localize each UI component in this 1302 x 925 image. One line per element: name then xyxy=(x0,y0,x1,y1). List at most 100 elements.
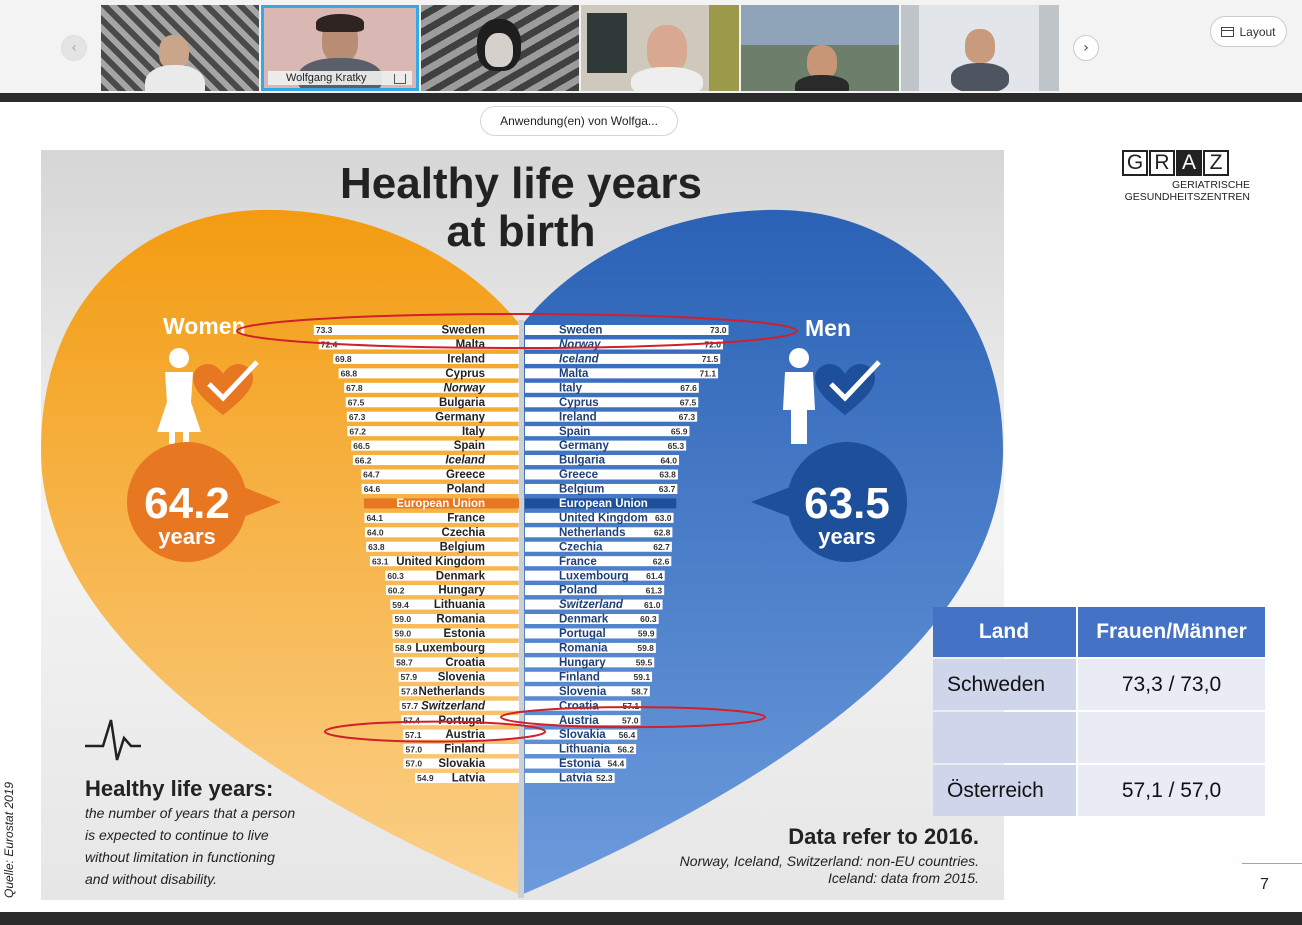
participant-video-6[interactable] xyxy=(901,5,1059,91)
women-value-label: 59.4 xyxy=(392,600,409,610)
infographic-canvas: Healthy life years at birth Women Men 64… xyxy=(41,150,1004,900)
women-category-label: Norway xyxy=(443,382,485,394)
shared-application-chip[interactable]: Anwendung(en) von Wolfga... xyxy=(480,106,678,136)
women-bar xyxy=(365,527,519,538)
men-bar xyxy=(525,671,653,682)
women-category-label: European Union xyxy=(396,498,485,510)
men-bar xyxy=(525,469,678,480)
men-value-label: 67.6 xyxy=(680,383,697,393)
women-bar xyxy=(338,368,519,379)
women-bar xyxy=(394,657,519,668)
men-category-label: Slovenia xyxy=(559,686,607,698)
women-bar xyxy=(361,469,519,480)
women-category-label: Switzerland xyxy=(421,700,486,712)
note-line: Norway, Iceland, Switzerland: non-EU cou… xyxy=(680,853,979,869)
men-category-label: Slovakia xyxy=(559,729,606,741)
men-category-label: European Union xyxy=(559,498,648,510)
women-bar xyxy=(403,744,519,755)
men-category-label: Norway xyxy=(559,339,601,351)
women-bar xyxy=(392,628,519,639)
women-category-label: Portugal xyxy=(438,715,485,727)
men-value-label: 67.5 xyxy=(680,397,697,407)
participant-video-5[interactable] xyxy=(741,5,899,91)
men-bar xyxy=(525,382,699,393)
men-value-label: 71.5 xyxy=(702,354,719,364)
next-participants-button[interactable]: › xyxy=(1073,35,1099,61)
table-cell xyxy=(1078,712,1265,763)
layout-button[interactable]: Layout xyxy=(1210,16,1287,47)
men-value-label: 61.4 xyxy=(646,571,663,581)
men-value-label: 56.2 xyxy=(618,744,635,754)
men-bar xyxy=(525,440,687,451)
men-bar xyxy=(525,368,719,379)
women-bar xyxy=(364,512,519,523)
participant-video-3[interactable] xyxy=(421,5,579,91)
women-category-label: Estonia xyxy=(443,628,485,640)
men-bar xyxy=(525,772,615,783)
women-years-label: years xyxy=(158,524,216,549)
men-label: Men xyxy=(805,315,851,341)
men-category-label: Bulgaria xyxy=(559,455,606,467)
women-value-label: 57.0 xyxy=(406,744,423,754)
definition-line: and without disability. xyxy=(85,871,217,887)
men-bar xyxy=(525,512,674,523)
page-number: 7 xyxy=(1260,876,1269,893)
comparison-table: Land Frauen/Männer Schweden 73,3 / 73,0 … xyxy=(931,605,1267,818)
men-category-label: Estonia xyxy=(559,758,601,770)
men-value-label: 61.3 xyxy=(646,585,663,595)
men-bar xyxy=(525,325,729,335)
men-bar xyxy=(525,353,721,364)
women-category-label: Latvia xyxy=(452,773,486,785)
women-bar xyxy=(385,570,519,581)
chevron-right-icon: › xyxy=(1083,40,1089,56)
infographic: Healthy life years at birth Women Men 64… xyxy=(41,150,1004,900)
women-value-label: 63.8 xyxy=(368,542,385,552)
definition-line: the number of years that a person xyxy=(85,805,295,821)
participant-video-4[interactable] xyxy=(581,5,739,91)
table-cell: Österreich xyxy=(933,765,1076,816)
men-bar xyxy=(525,541,672,552)
women-average-value: 64.2 xyxy=(144,479,230,528)
men-category-label: Cyprus xyxy=(559,397,599,409)
men-heart-check-icon xyxy=(815,360,881,415)
table-row xyxy=(933,712,1265,763)
austria-men-highlight-ellipse xyxy=(500,706,766,729)
men-category-label: Romania xyxy=(559,643,608,655)
men-bar xyxy=(525,426,690,437)
men-value-label: 65.3 xyxy=(668,441,685,451)
women-value-label: 64.6 xyxy=(364,484,381,494)
men-category-label: Belgium xyxy=(559,484,604,496)
table-row: Österreich 57,1 / 57,0 xyxy=(933,765,1265,816)
participant-video-2[interactable]: Wolfgang Kratky xyxy=(261,5,419,91)
women-value-label: 57.1 xyxy=(405,730,422,740)
women-bar xyxy=(344,382,519,393)
women-bar xyxy=(318,339,519,350)
men-value-label: 59.9 xyxy=(638,629,655,639)
women-category-label: Spain xyxy=(454,440,485,452)
women-category-label: Romania xyxy=(436,614,485,626)
men-bar xyxy=(525,744,637,755)
women-bar xyxy=(403,758,519,769)
men-value-label: 63.7 xyxy=(659,484,676,494)
men-category-label: Finland xyxy=(559,671,600,683)
women-category-label: France xyxy=(447,512,485,524)
women-bar xyxy=(313,325,519,335)
women-value-label: 64.7 xyxy=(363,470,380,480)
women-average-badge xyxy=(127,442,281,562)
women-label: Women xyxy=(163,313,246,339)
women-bar xyxy=(385,585,519,596)
women-value-label: 57.7 xyxy=(402,701,419,711)
men-bar xyxy=(525,729,638,740)
note-line: Iceland: data from 2015. xyxy=(828,870,979,886)
men-average-badge xyxy=(751,442,907,562)
previous-participants-button[interactable]: ‹ xyxy=(61,35,87,61)
women-bar xyxy=(351,440,519,451)
participant-video-1[interactable] xyxy=(101,5,259,91)
infographic-title-line-2: at birth xyxy=(446,207,595,256)
women-category-label: Cyprus xyxy=(445,368,485,380)
men-bar xyxy=(525,642,656,653)
men-bar xyxy=(525,599,663,610)
women-value-label: 73.3 xyxy=(316,325,333,335)
women-bar xyxy=(361,483,519,494)
men-years-label: years xyxy=(818,524,876,549)
